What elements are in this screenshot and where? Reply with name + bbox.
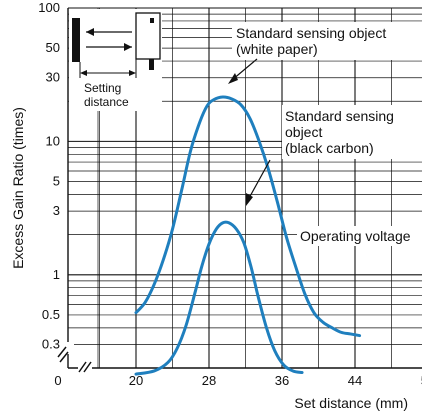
inset-beam-arrowhead-right xyxy=(124,43,132,51)
x-tick-label: 20 xyxy=(129,373,143,388)
inset-label-line-2: distance xyxy=(84,95,129,109)
inset-dimension-arrow-right xyxy=(129,70,136,76)
annotation-operating-voltage: Operating voltage xyxy=(300,228,411,244)
series-layer xyxy=(134,95,362,376)
axis-break-mark-y xyxy=(59,351,69,363)
inset-sensor-indicator xyxy=(150,18,154,23)
x-tick-label: 0 xyxy=(54,373,61,388)
arrow-shaft xyxy=(247,159,271,201)
axis-break-mark-x xyxy=(83,361,92,373)
axis-break-mask-x xyxy=(78,363,92,373)
y-axis-title: Excess Gain Ratio (times) xyxy=(10,107,26,269)
y-tick-label: 50 xyxy=(46,40,60,55)
annotation-black-carbon-line-3: (black carbon) xyxy=(285,140,374,156)
series-line-white-paper xyxy=(134,95,362,338)
axis-break-mask-y xyxy=(54,342,74,354)
y-tick-label: 1 xyxy=(53,267,60,282)
y-tick-label: 0.5 xyxy=(42,307,60,322)
series-line-black-carbon xyxy=(134,220,304,376)
annotation-black-carbon-line-1: Standard sensing xyxy=(285,108,394,124)
labels-layer: 100 50 30 10 5 3 1 0.5 0.3 0 20 28 36 44 52 Set distanc… xyxy=(10,0,422,411)
inset-sensor-body xyxy=(135,12,161,60)
annotation-background xyxy=(282,105,422,159)
y-tick-label: 10 xyxy=(46,133,60,148)
inset-sensor-cable xyxy=(149,59,154,70)
inset-label-line-1: Setting xyxy=(84,81,121,95)
y-tick-label: 0.3 xyxy=(42,337,60,352)
inset-beam-arrowhead-left xyxy=(86,28,94,36)
x-axis-title: Set distance (mm) xyxy=(294,395,408,411)
arrow-head xyxy=(246,193,253,206)
axis-break-mark-x xyxy=(78,361,87,373)
annotation-arrow-black-carbon xyxy=(246,159,271,206)
annotation-black-carbon-line-2: object xyxy=(285,124,322,140)
annotation-white-paper-line-1: Standard sensing object xyxy=(236,25,386,41)
y-tick-label: 3 xyxy=(53,203,60,218)
y-tick-label: 5 xyxy=(53,174,60,189)
axis-break-mark-y xyxy=(57,346,67,358)
annotation-background xyxy=(232,22,422,60)
annotation-white-paper-line-2: (white paper) xyxy=(236,41,318,57)
inset-dimension-arrow-left xyxy=(80,70,87,76)
x-tick-label: 36 xyxy=(275,373,289,388)
axes-layer xyxy=(54,7,422,373)
annotation-arrow-white-paper xyxy=(228,58,258,84)
y-tick-label: 30 xyxy=(46,70,60,85)
arrow-head xyxy=(228,73,238,84)
annotation-background xyxy=(297,226,422,246)
inset-sensing-object xyxy=(72,18,80,62)
x-tick-label: 28 xyxy=(202,373,216,388)
x-tick-label: 52 xyxy=(421,373,422,388)
y-tick-label: 100 xyxy=(38,0,60,15)
x-tick-label: 44 xyxy=(348,373,362,388)
